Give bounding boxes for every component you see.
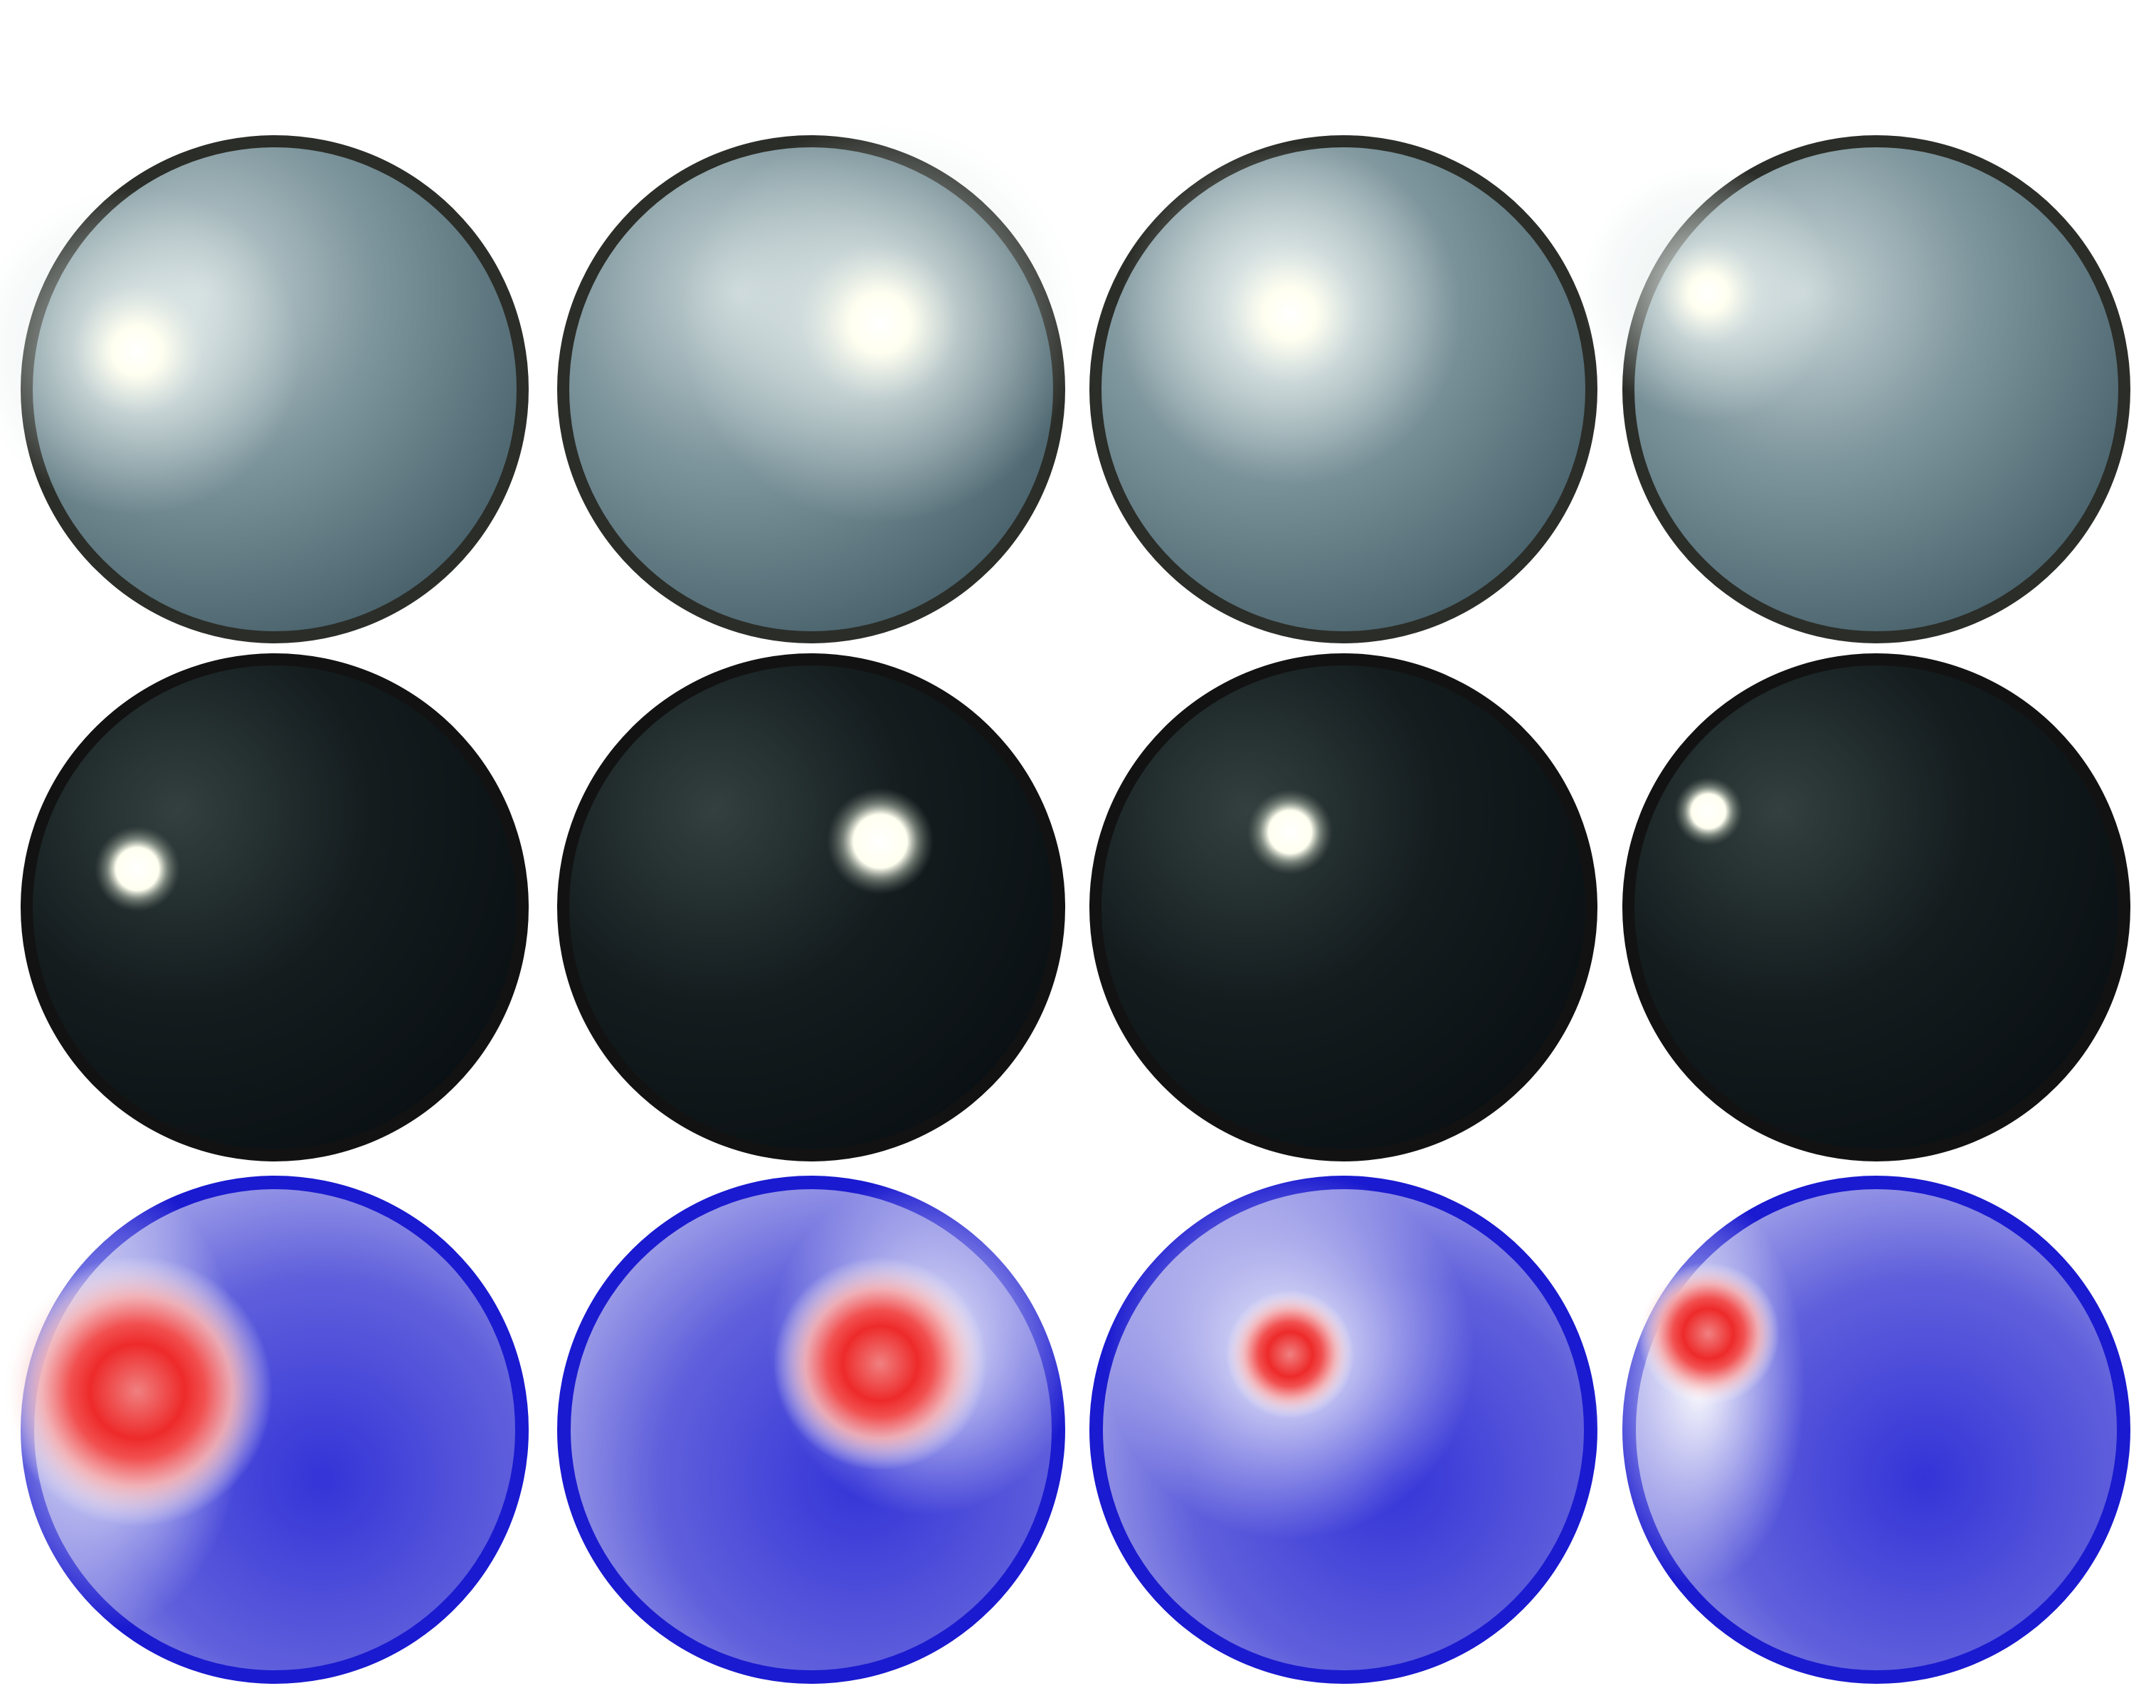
sun — [827, 788, 934, 895]
sky-image — [557, 124, 1079, 643]
sky — [1101, 665, 1585, 1149]
sun-hotspot — [1226, 1290, 1354, 1418]
sky — [569, 665, 1053, 1149]
sun — [1247, 789, 1333, 875]
sky — [1634, 665, 2118, 1149]
sun — [1674, 777, 1743, 845]
sky-image — [557, 653, 1065, 1161]
sky — [33, 665, 517, 1149]
sky-image — [1089, 135, 1597, 643]
sun — [1580, 165, 1837, 421]
sky-image — [1622, 653, 2130, 1161]
heatmap-image — [1089, 1169, 1597, 1684]
sky-image — [0, 135, 529, 643]
heatmap-image — [0, 1174, 529, 1684]
heatmap-image — [1592, 1176, 2130, 1684]
sun — [681, 124, 1079, 522]
sky-image — [1089, 653, 1597, 1161]
sun — [0, 187, 301, 515]
sun-hotspot — [773, 1257, 987, 1470]
sun-hotspot — [2, 1256, 273, 1527]
sky-image — [21, 653, 529, 1161]
heatmap-image — [557, 1174, 1082, 1684]
sun-hotspot — [1637, 1262, 1780, 1405]
sky-image — [1580, 135, 2130, 643]
sun — [95, 826, 180, 912]
sun — [1119, 143, 1461, 485]
